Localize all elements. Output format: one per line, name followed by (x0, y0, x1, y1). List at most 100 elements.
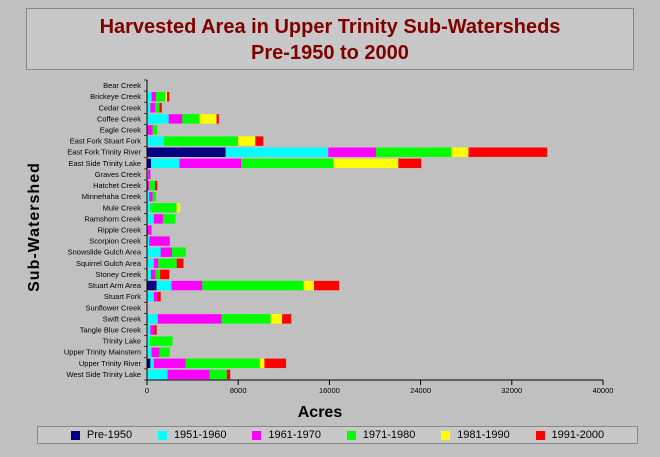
bar-segment (171, 280, 203, 291)
bar-segment (282, 314, 292, 324)
plot-area (147, 80, 603, 380)
bar-segment (147, 358, 151, 369)
category-label: East Fork Trinity River (67, 148, 141, 157)
bar-segment (209, 369, 227, 380)
bar-segment (259, 358, 265, 369)
bar-segment (303, 280, 315, 291)
chart-title-box: Harvested Area in Upper Trinity Sub-Wate… (26, 8, 634, 70)
chart-title-line2: Pre-1950 to 2000 (251, 42, 409, 64)
bar-segment (150, 203, 177, 213)
legend-swatch (535, 430, 545, 440)
bar-segment (182, 114, 200, 124)
bar-segment (154, 103, 160, 113)
bar-segment (202, 280, 304, 291)
legend-label: 1961-1970 (268, 429, 321, 441)
bar-segment (165, 91, 167, 102)
bar-segment (153, 258, 159, 269)
category-label: Coffee Creek (97, 114, 141, 123)
bar-segment (160, 269, 170, 280)
bar-segment (328, 147, 377, 157)
category-label: Trinity Lake (103, 337, 142, 346)
bar-segment (159, 103, 162, 113)
bar-segment (168, 114, 183, 124)
bar-segment (155, 269, 161, 280)
category-label: Tangle Blue Creek (80, 326, 142, 335)
category-label: Squirrel Gulch Area (76, 259, 142, 268)
x-axis-label: Acres (297, 404, 343, 421)
legend-item: 1951-1960 (157, 429, 227, 441)
bar-segment (150, 358, 154, 369)
bar-segment (153, 291, 158, 302)
bar-segment (156, 280, 172, 291)
category-label: Minnehaha Creek (82, 192, 141, 201)
bar-segment (147, 325, 151, 335)
bar-segment (147, 336, 150, 346)
category-label: Stoney Creek (96, 270, 142, 279)
bar-segment (152, 125, 158, 135)
bar-segment (451, 147, 469, 157)
bar-segment (152, 191, 157, 202)
bar-segment (333, 158, 399, 169)
bar-segment (167, 369, 210, 380)
category-label: Eagle Creek (100, 126, 142, 135)
bar-segment (221, 314, 271, 324)
legend-label: 1981-1990 (457, 429, 510, 441)
bar-segment (153, 358, 186, 369)
bar-segment (149, 236, 170, 246)
category-label: East Fork Stuart Fork (70, 137, 142, 146)
bar-segment (270, 314, 283, 324)
legend-item: 1981-1990 (441, 429, 510, 441)
bar-segment (149, 191, 153, 202)
bar-segment (147, 258, 154, 269)
bar-segment (150, 325, 155, 335)
bar-segment (157, 291, 161, 302)
bar-segment (156, 91, 166, 102)
x-tick-label: 32000 (501, 386, 522, 395)
bar-segment (216, 114, 219, 124)
bar-segment (147, 247, 161, 257)
bar-segment (160, 247, 173, 257)
bar-segment (159, 347, 170, 357)
category-label: Bear Creek (103, 81, 141, 90)
category-label: Ripple Creek (98, 226, 142, 235)
bar-segment (162, 214, 176, 224)
category-label: Stuart Arm Area (88, 281, 142, 290)
bar-segment (241, 158, 334, 169)
bar-segment (147, 125, 153, 135)
legend-label: 1971-1980 (362, 429, 416, 441)
bar-segment (164, 136, 239, 146)
bar-segment (150, 103, 155, 113)
x-tick-label: 0 (145, 386, 149, 395)
legend-swatch (346, 430, 356, 440)
legend-swatch (157, 430, 167, 440)
bar-segment (226, 369, 231, 380)
bar-segment (150, 158, 180, 169)
legend-item: 1991-2000 (535, 429, 604, 441)
x-tick-label: 16000 (319, 386, 340, 395)
bar-segment (264, 358, 287, 369)
category-label: Cedar Creek (98, 103, 141, 112)
legend-label: 1951-1960 (173, 429, 227, 441)
bar-segment (147, 369, 168, 380)
bar-segment (176, 258, 184, 269)
x-tick-label: 24000 (410, 386, 431, 395)
bar-segment (147, 147, 226, 157)
bar-segment (158, 258, 177, 269)
x-tick-label: 8000 (230, 386, 247, 395)
category-label: Upper Trinity River (79, 359, 142, 368)
legend: Pre-1950 1951-1960 1961-1970 1971-1980 1981-… (37, 426, 638, 444)
bar-segment (147, 169, 149, 180)
bar-segment (179, 158, 242, 169)
bar-segment (225, 147, 329, 157)
bar-segment (147, 225, 152, 235)
bar-segment (468, 147, 548, 157)
bar-segment (185, 358, 260, 369)
bar-segment (147, 236, 150, 246)
bar-segment (147, 203, 151, 213)
category-label: Snowslide Gulch Area (68, 248, 142, 257)
bar-segment (398, 158, 422, 169)
bar-segment (172, 247, 186, 257)
bar-segment (147, 291, 154, 302)
bar-segment (157, 314, 222, 324)
